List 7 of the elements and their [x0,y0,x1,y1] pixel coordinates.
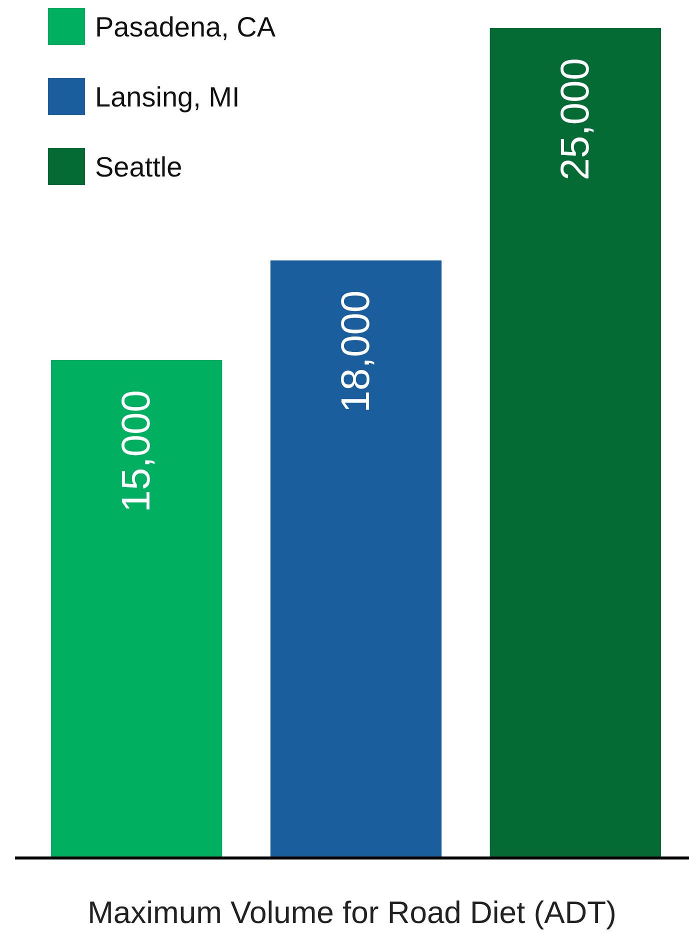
legend-label: Lansing, MI [95,82,240,112]
x-axis-title: Maximum Volume for Road Diet (ADT) [88,895,616,930]
legend-label: Seattle [95,152,182,182]
data-label: 18,000 [334,290,378,413]
data-label: 25,000 [553,58,598,180]
legend-label: Pasadena, CA [95,12,276,42]
data-label: 15,000 [114,390,159,512]
